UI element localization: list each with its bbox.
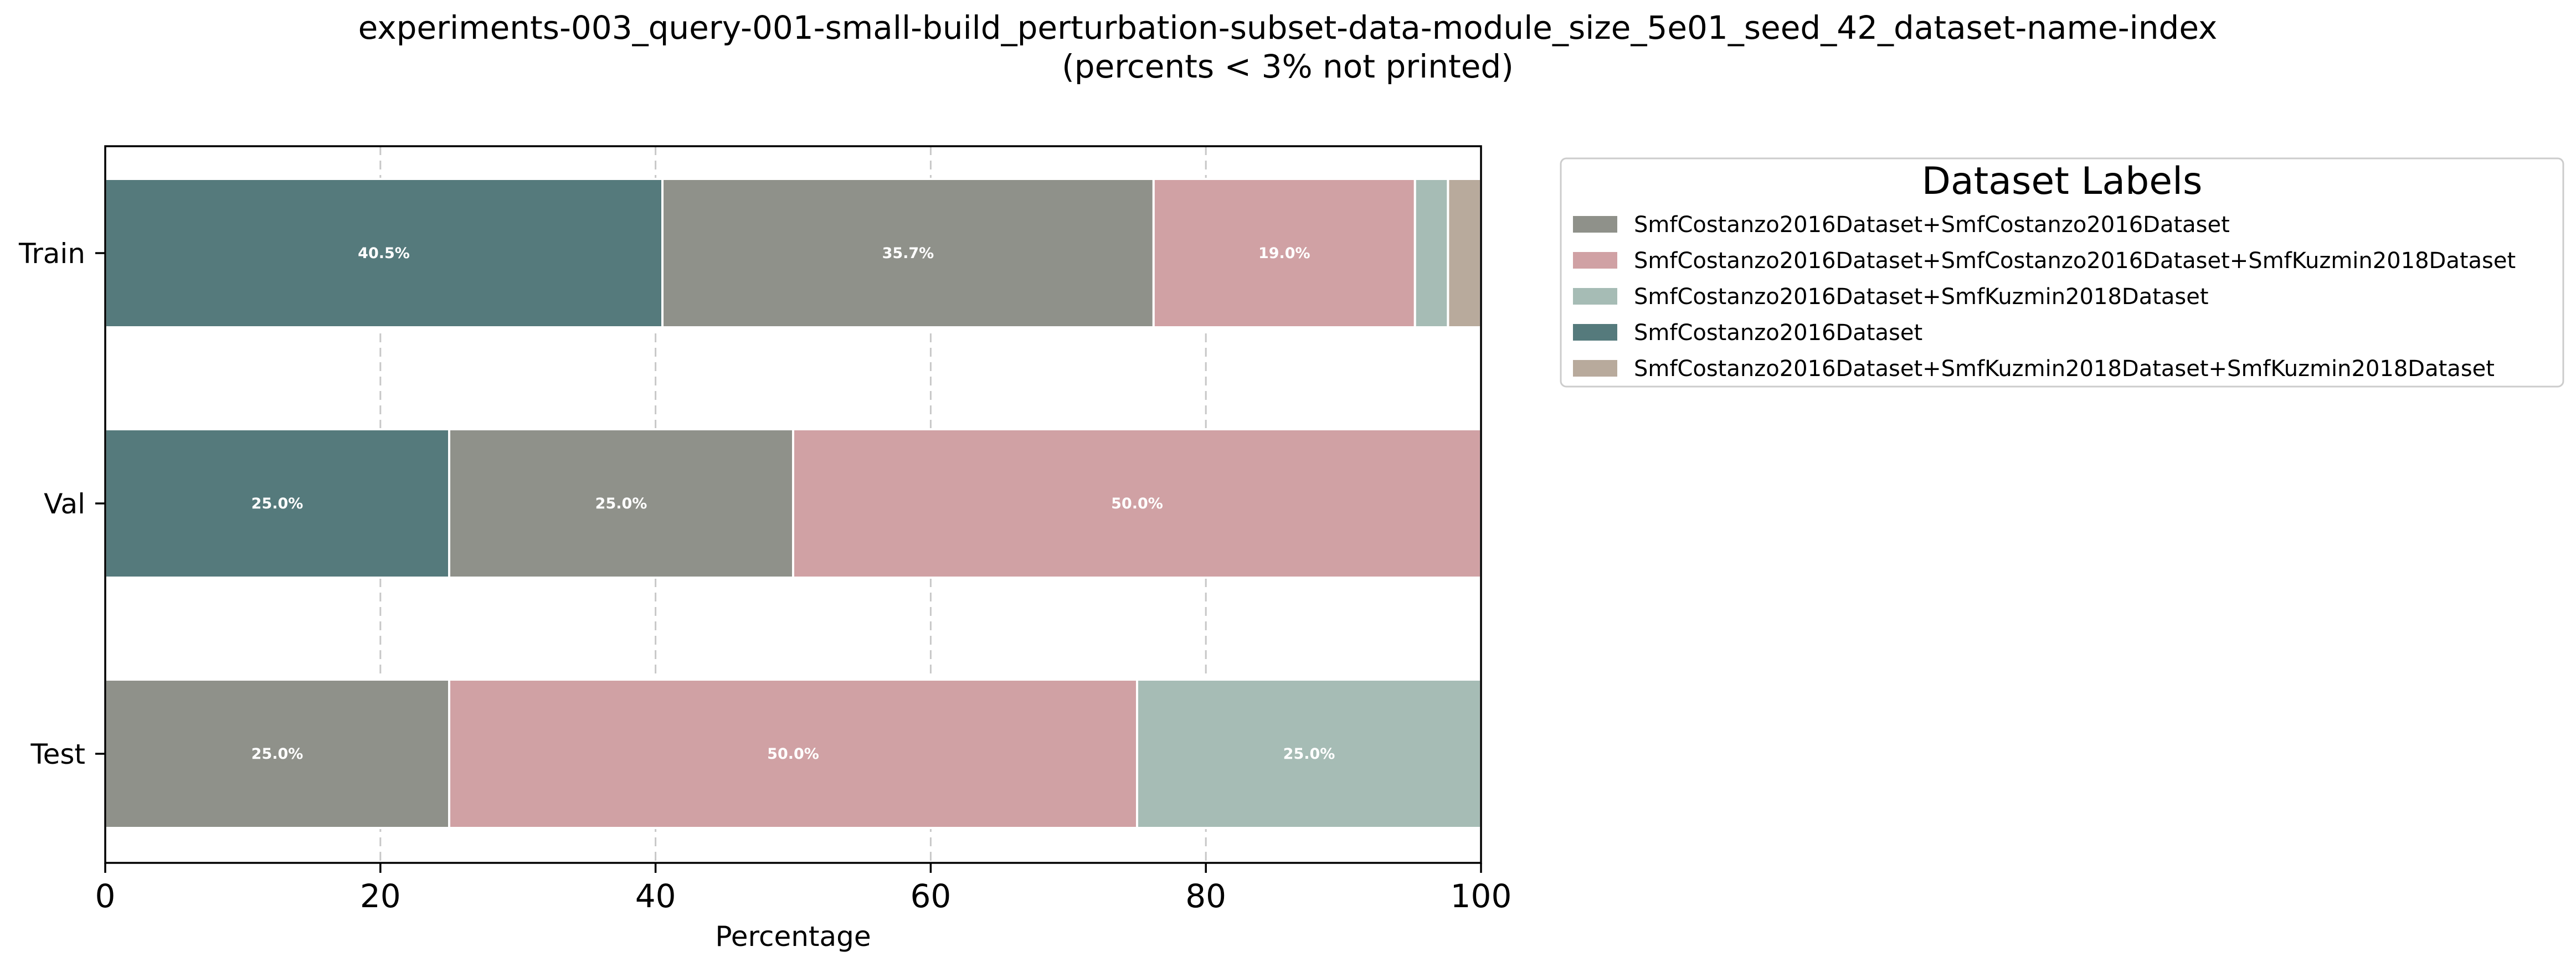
legend-swatch-2 (1573, 288, 1617, 305)
y-tick-label-test: Test (30, 738, 85, 770)
x-tick-label-100: 100 (1451, 877, 1512, 915)
bar-train-series-2 (1152, 178, 1416, 328)
legend-box (1560, 157, 2564, 388)
bar-label-val-series-1: 25.0% (595, 495, 647, 512)
x-axis-label: Percentage (715, 920, 871, 953)
y-tick-label-val: Val (44, 488, 85, 520)
bar-label-val-series-2: 50.0% (1111, 495, 1163, 512)
bar-val-series-0 (104, 428, 450, 579)
x-tick-label-0: 0 (95, 877, 116, 915)
y-tick-label-train: Train (18, 238, 85, 270)
bar-train-series-3 (1413, 178, 1449, 328)
legend-swatch-3 (1573, 324, 1617, 341)
plot-frame (104, 145, 1482, 864)
legend-label-2: SmfCostanzo2016Dataset+SmfKuzmin2018Data… (1634, 284, 2209, 310)
legend: Dataset Labels SmfCostanzo2016Dataset+Sm… (1560, 157, 2564, 388)
x-tick-label-40: 40 (635, 877, 676, 915)
legend-label-1: SmfCostanzo2016Dataset+SmfCostanzo2016Da… (1634, 248, 2516, 274)
legend-swatch-1 (1573, 252, 1617, 269)
legend-title: Dataset Labels (1922, 160, 2203, 203)
y-axis: Train Val Test (18, 238, 105, 770)
x-tick-label-60: 60 (910, 877, 951, 915)
bar-train-series-0 (104, 178, 664, 328)
chart-subtitle: (percents < 3% not printed) (1062, 48, 1514, 85)
bar-label-train-series-0: 40.5% (358, 245, 410, 262)
legend-label-3: SmfCostanzo2016Dataset (1634, 320, 1922, 346)
bar-train-series-4 (1447, 178, 1483, 328)
bar-labels-layer: 40.5% 35.7% 19.0% 25.0% 25.0% 50.0% 25.0% 50.0%… (251, 245, 1335, 763)
bar-train-series-1 (661, 178, 1155, 328)
x-tick-label-20: 20 (360, 877, 401, 915)
bar-test-series-3 (1136, 678, 1482, 829)
bar-test-series-1 (104, 678, 450, 829)
x-axis: 0 20 40 60 80 100 (95, 863, 1512, 915)
chart-title: experiments-003_query-001-small-build_pe… (358, 9, 2218, 47)
bar-label-val-series-0: 25.0% (251, 495, 304, 512)
legend-swatch-4 (1573, 360, 1617, 377)
bar-label-test-series-1: 25.0% (251, 745, 304, 763)
bar-val-series-2 (792, 428, 1482, 579)
bar-val-series-1 (448, 428, 794, 579)
legend-label-0: SmfCostanzo2016Dataset+SmfCostanzo2016Da… (1634, 212, 2230, 238)
bar-label-train-series-2: 19.0% (1258, 245, 1310, 262)
legend-swatch-0 (1573, 216, 1617, 233)
legend-items: SmfCostanzo2016Dataset+SmfCostanzo2016Da… (1573, 212, 2516, 382)
bar-label-train-series-1: 35.7% (882, 245, 934, 262)
x-tick-label-80: 80 (1185, 877, 1226, 915)
bar-label-test-series-3: 25.0% (1283, 745, 1335, 763)
legend-label-4: SmfCostanzo2016Dataset+SmfKuzmin2018Data… (1634, 356, 2495, 382)
bar-label-test-series-2: 50.0% (767, 745, 819, 763)
bars-layer (104, 178, 1483, 829)
